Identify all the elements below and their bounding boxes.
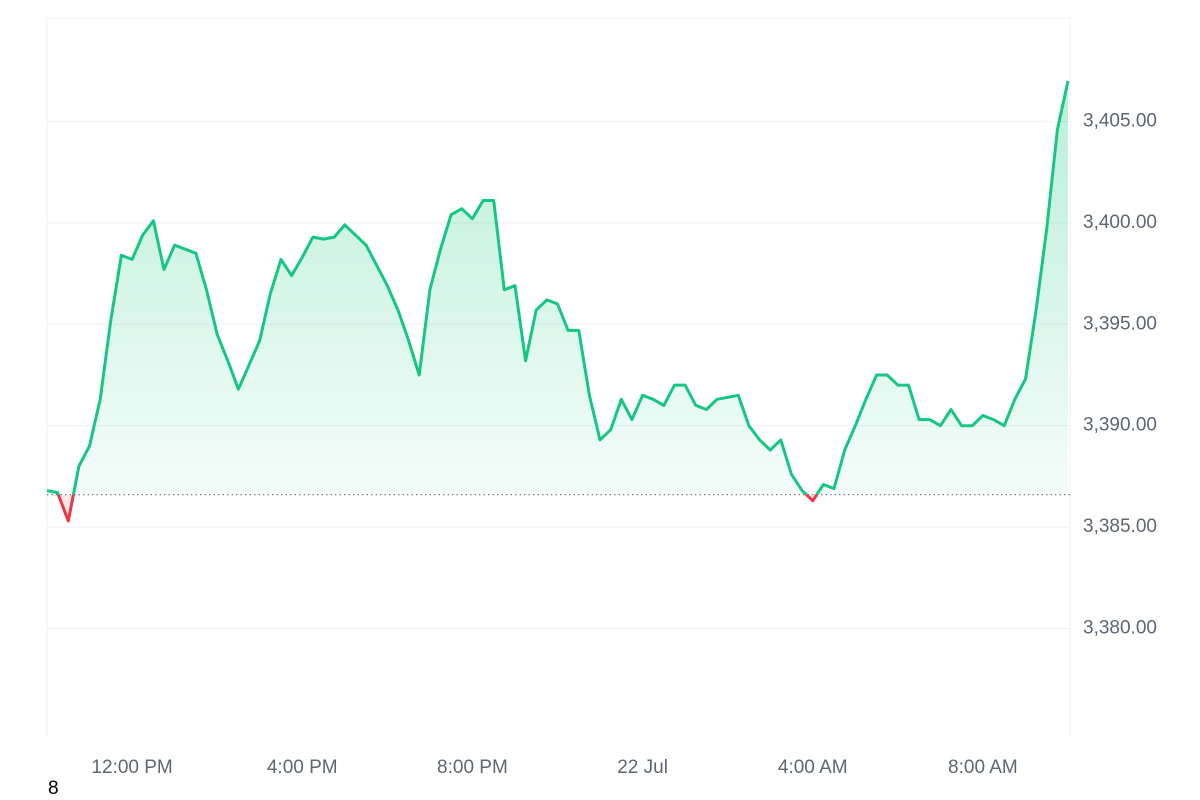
y-tick-label: 3,400.00 — [1083, 212, 1157, 233]
corner-note: 8 — [48, 778, 59, 799]
y-tick-label: 3,385.00 — [1083, 516, 1157, 537]
y-tick-label: 3,390.00 — [1083, 415, 1157, 436]
x-tick-label: 4:00 PM — [267, 757, 338, 778]
y-tick-label: 3,405.00 — [1083, 110, 1157, 131]
x-tick-label: 4:00 AM — [778, 757, 848, 778]
x-tick-label: 12:00 PM — [91, 757, 172, 778]
y-tick-label: 3,395.00 — [1083, 313, 1157, 334]
x-tick-label: 8:00 AM — [948, 757, 1018, 778]
price-line — [46, 80, 1070, 495]
x-tick-label: 8:00 PM — [437, 757, 508, 778]
y-tick-label: 3,380.00 — [1083, 618, 1157, 639]
area-above — [47, 80, 1068, 495]
x-tick-label: 22 Jul — [617, 757, 668, 778]
